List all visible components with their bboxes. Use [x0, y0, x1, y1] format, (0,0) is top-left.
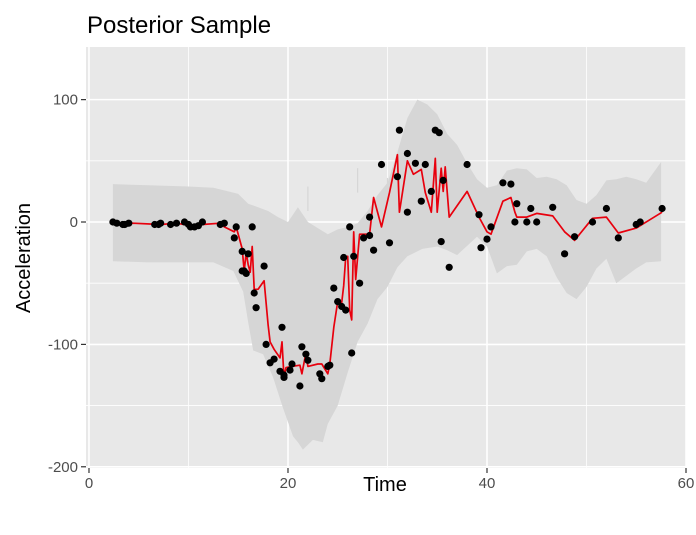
y-tick-label: 0 [70, 214, 78, 231]
x-axis-title: Time [363, 474, 407, 496]
data-point [220, 219, 228, 227]
data-point [602, 204, 611, 213]
data-point [614, 234, 622, 242]
data-point [198, 218, 206, 226]
data-point [445, 263, 453, 271]
data-point [288, 360, 296, 368]
data-point [125, 219, 133, 227]
data-point [385, 239, 394, 247]
data-point [248, 223, 256, 231]
y-tick-label: -200 [48, 459, 78, 476]
data-point [232, 223, 240, 231]
data-point [366, 231, 374, 240]
data-point [172, 219, 181, 227]
data-point [437, 238, 445, 246]
data-point [439, 176, 447, 184]
data-point [658, 204, 666, 213]
data-point [330, 284, 338, 292]
data-point [417, 197, 425, 205]
data-point [238, 247, 246, 255]
data-point [242, 269, 250, 277]
data-point [270, 355, 278, 363]
data-point [395, 126, 403, 134]
data-point [523, 218, 531, 226]
y-tick-label: 100 [53, 92, 78, 109]
data-point [533, 218, 541, 226]
data-point [403, 208, 411, 216]
data-point [360, 234, 368, 242]
data-point [280, 371, 288, 379]
data-point [549, 203, 557, 211]
data-point [326, 361, 334, 369]
data-point [393, 173, 401, 181]
data-point [167, 220, 175, 229]
x-tick-label: 60 [678, 475, 695, 492]
data-point [252, 304, 260, 312]
data-point [477, 244, 485, 252]
y-tick-label: -100 [48, 336, 78, 353]
data-point [475, 211, 483, 219]
data-point [511, 218, 519, 226]
data-point [278, 323, 286, 331]
data-point [262, 340, 270, 348]
data-point [411, 159, 419, 167]
data-point [250, 289, 258, 297]
data-point [483, 235, 491, 243]
data-point [296, 382, 304, 390]
data-point [348, 349, 356, 357]
data-point [334, 298, 342, 306]
data-point [435, 129, 443, 137]
x-tick-label: 0 [85, 475, 93, 492]
data-point [463, 160, 471, 169]
data-point [113, 219, 121, 227]
y-axis-title: Acceleration [13, 203, 35, 313]
data-point [304, 356, 312, 364]
x-tick-label: 20 [280, 475, 297, 492]
credible-band-area [112, 99, 662, 450]
data-point [636, 218, 644, 226]
data-point [427, 187, 435, 195]
data-point [230, 234, 238, 242]
data-point [370, 246, 378, 254]
data-point [403, 149, 411, 158]
data-point [421, 160, 429, 169]
data-point [507, 180, 515, 188]
data-point [499, 179, 507, 187]
major-gridlines [86, 47, 687, 468]
data-point [513, 200, 521, 208]
data-point [286, 366, 294, 374]
data-point [298, 343, 306, 351]
data-point [377, 160, 386, 169]
data-point [350, 252, 358, 260]
y-axis: -200 -100 0 100 [48, 92, 86, 476]
data-point [342, 306, 350, 314]
data-point [157, 219, 165, 227]
data-point [487, 223, 495, 231]
data-point [340, 253, 348, 262]
x-tick-label: 40 [479, 475, 496, 492]
data-points [109, 126, 666, 390]
data-point [356, 279, 364, 287]
data-point [302, 350, 310, 358]
data-point [318, 375, 326, 383]
data-point [527, 204, 535, 213]
data-point [260, 262, 268, 270]
data-point [561, 250, 569, 258]
chart-title: Posterior Sample [87, 12, 271, 39]
data-point [346, 223, 354, 231]
data-point [366, 213, 374, 221]
data-point [571, 233, 579, 241]
x-axis: 0 20 40 60 [85, 468, 695, 492]
data-point [588, 218, 597, 226]
data-point [244, 250, 252, 258]
